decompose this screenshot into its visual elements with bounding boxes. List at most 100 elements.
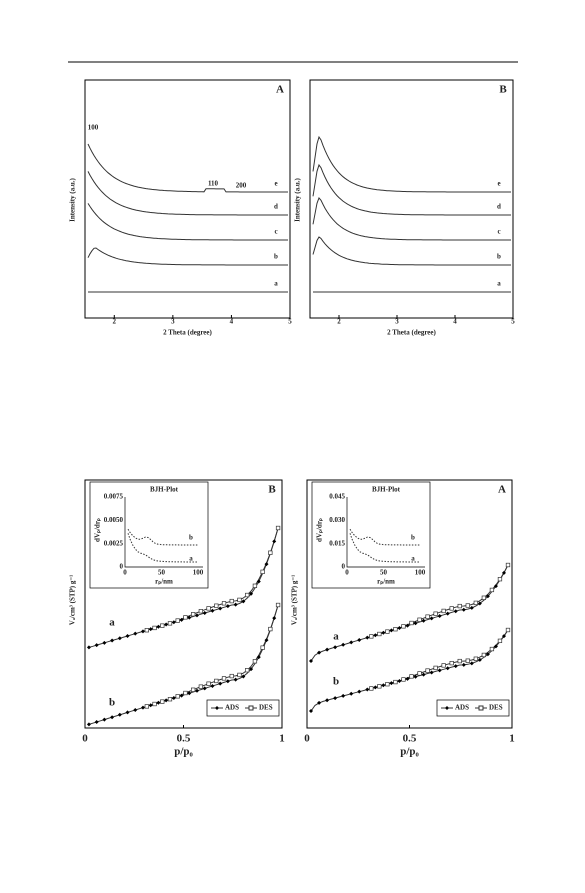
ads-marker <box>272 616 277 621</box>
des-marker <box>206 606 211 611</box>
ads-marker <box>164 698 169 703</box>
x-tick-label: 0 <box>82 733 88 745</box>
ads-marker <box>210 608 215 613</box>
ads-marker <box>133 708 138 712</box>
ads-marker <box>349 691 354 696</box>
curve-label: b <box>109 697 115 709</box>
ads-curve <box>310 629 509 712</box>
inset-x-tick-label: 50 <box>158 569 166 577</box>
legend-marker <box>248 705 254 711</box>
des-marker <box>433 611 438 616</box>
inset-title: BJH-Plot <box>150 486 179 494</box>
des-marker <box>465 603 470 608</box>
legend-marker <box>445 706 449 710</box>
x-tick-label: 4 <box>453 318 457 326</box>
y-axis-label: Intensity (a.u.) <box>294 177 302 221</box>
inset-title: BJH-Plot <box>372 486 401 494</box>
des-marker <box>457 658 462 664</box>
ads-marker <box>171 620 176 625</box>
ads-marker <box>477 601 482 606</box>
inset-curve-label: b <box>189 534 193 542</box>
inset-curve-label: a <box>411 555 415 563</box>
des-marker <box>425 668 430 673</box>
des-marker <box>237 672 242 678</box>
ads-marker <box>341 693 346 698</box>
des-marker <box>206 681 211 686</box>
ads-marker <box>365 635 370 640</box>
panel-label: A <box>276 84 284 96</box>
des-marker <box>409 674 414 679</box>
legend-marker <box>478 705 484 711</box>
ads-marker <box>210 684 215 688</box>
des-marker <box>260 645 265 650</box>
curve-label: b <box>333 676 339 688</box>
ads-marker <box>117 636 122 641</box>
des-marker <box>441 608 446 614</box>
ads-marker <box>110 638 115 643</box>
curve-label: a <box>333 631 339 643</box>
ads-marker <box>86 645 91 650</box>
des-marker <box>144 628 149 633</box>
des-marker <box>385 682 390 687</box>
legend-label: ADS <box>455 704 469 712</box>
bjh-curve <box>349 528 420 546</box>
des-marker <box>481 652 487 658</box>
x-tick-label: 0.5 <box>403 733 417 745</box>
ads-marker <box>102 640 107 645</box>
xrd-curve <box>87 143 288 193</box>
ads-marker <box>179 693 184 698</box>
ads-marker <box>453 609 458 614</box>
des-marker <box>191 612 196 617</box>
ads-marker <box>325 647 330 652</box>
inset-y-label: dVₚ/drₚ <box>94 518 102 542</box>
ads-marker <box>164 622 169 627</box>
bjh-curve <box>349 533 420 563</box>
des-marker <box>183 615 188 620</box>
ads-marker <box>485 594 490 599</box>
ads-marker <box>125 710 130 715</box>
panel-label: B <box>499 84 507 96</box>
curve-label: c <box>497 228 500 236</box>
legend-marker <box>215 706 219 710</box>
des-marker <box>369 686 374 691</box>
ads-marker <box>133 631 138 636</box>
inset-y-tick-label: 0.0050 <box>104 516 124 524</box>
xrd-curve <box>312 163 511 216</box>
des-marker <box>167 621 173 626</box>
curve-label: a <box>497 280 501 288</box>
xrd-curve <box>87 247 288 266</box>
des-marker <box>385 629 390 634</box>
x-tick-label: 1 <box>509 733 515 745</box>
ads-marker <box>233 677 238 682</box>
ads-marker <box>397 626 402 630</box>
des-marker <box>433 665 438 671</box>
ads-marker <box>94 720 99 724</box>
ads-marker <box>195 688 200 693</box>
des-marker <box>245 668 250 673</box>
ads-marker <box>461 607 466 612</box>
des-marker <box>401 677 406 682</box>
inset-x-label: rₚ/nm <box>155 578 173 586</box>
ads-marker <box>405 676 410 681</box>
inset-y-tick-label: 0.0075 <box>104 493 124 501</box>
ads-marker <box>117 712 122 717</box>
ads-marker <box>389 681 394 686</box>
ads-marker <box>110 715 115 720</box>
curve-label: b <box>274 253 278 261</box>
ads-marker <box>241 674 246 679</box>
ads-marker <box>501 570 506 575</box>
des-marker <box>409 620 414 626</box>
ads-marker <box>195 613 200 618</box>
ads-marker <box>218 606 223 611</box>
des-marker <box>489 587 495 593</box>
des-marker <box>160 699 165 704</box>
x-tick-label: 5 <box>288 318 292 326</box>
des-marker <box>144 704 149 709</box>
ads-marker <box>485 652 490 657</box>
y-axis-label: Intensity (a.u.) <box>69 177 77 221</box>
ads-marker <box>461 662 466 667</box>
x-tick-label: 4 <box>230 318 234 326</box>
des-marker <box>229 598 234 604</box>
ads-marker <box>179 617 184 622</box>
